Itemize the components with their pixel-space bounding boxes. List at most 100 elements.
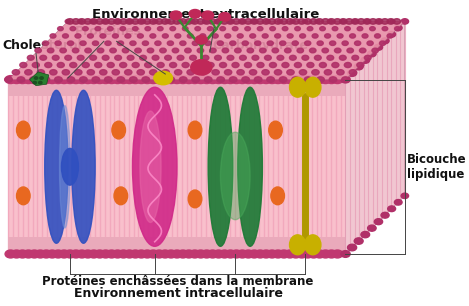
Circle shape bbox=[337, 70, 344, 75]
Circle shape bbox=[237, 76, 248, 84]
Circle shape bbox=[195, 27, 201, 31]
Circle shape bbox=[234, 48, 241, 53]
Circle shape bbox=[225, 70, 232, 75]
Circle shape bbox=[115, 55, 121, 60]
Circle shape bbox=[203, 19, 211, 24]
Circle shape bbox=[355, 41, 361, 46]
Circle shape bbox=[53, 55, 59, 60]
Ellipse shape bbox=[72, 90, 95, 243]
Text: Bicouche
lipidique: Bicouche lipidique bbox=[407, 153, 467, 181]
Circle shape bbox=[94, 250, 105, 258]
Circle shape bbox=[220, 19, 228, 24]
Circle shape bbox=[231, 250, 242, 258]
Circle shape bbox=[266, 76, 278, 84]
Circle shape bbox=[103, 20, 108, 23]
Circle shape bbox=[70, 62, 77, 68]
Circle shape bbox=[112, 250, 123, 258]
Circle shape bbox=[254, 77, 262, 82]
Circle shape bbox=[219, 62, 227, 68]
Circle shape bbox=[65, 250, 76, 258]
Circle shape bbox=[68, 41, 74, 46]
Circle shape bbox=[189, 250, 200, 258]
Circle shape bbox=[259, 48, 266, 53]
Circle shape bbox=[170, 11, 182, 20]
Circle shape bbox=[308, 250, 319, 258]
Circle shape bbox=[154, 250, 165, 258]
Circle shape bbox=[117, 41, 123, 46]
Circle shape bbox=[333, 19, 341, 24]
Circle shape bbox=[272, 48, 279, 53]
Circle shape bbox=[202, 11, 214, 20]
Circle shape bbox=[17, 77, 25, 82]
Circle shape bbox=[190, 20, 195, 23]
Circle shape bbox=[35, 48, 41, 53]
Circle shape bbox=[201, 250, 212, 258]
Circle shape bbox=[177, 55, 184, 60]
Circle shape bbox=[126, 19, 133, 24]
Circle shape bbox=[45, 62, 52, 68]
Circle shape bbox=[225, 250, 236, 258]
Circle shape bbox=[195, 76, 206, 84]
Circle shape bbox=[182, 27, 188, 31]
Circle shape bbox=[375, 34, 380, 38]
Circle shape bbox=[290, 20, 295, 23]
Circle shape bbox=[88, 76, 99, 84]
Circle shape bbox=[314, 76, 325, 84]
Circle shape bbox=[55, 41, 61, 46]
Circle shape bbox=[120, 19, 127, 24]
Circle shape bbox=[53, 76, 64, 84]
Circle shape bbox=[243, 250, 254, 258]
Circle shape bbox=[195, 250, 206, 258]
Circle shape bbox=[207, 62, 214, 68]
Circle shape bbox=[367, 41, 373, 46]
Circle shape bbox=[280, 41, 286, 46]
Circle shape bbox=[390, 20, 395, 23]
Circle shape bbox=[92, 77, 100, 82]
Circle shape bbox=[394, 27, 400, 31]
Circle shape bbox=[225, 76, 236, 84]
Circle shape bbox=[148, 250, 159, 258]
Circle shape bbox=[62, 34, 68, 38]
Circle shape bbox=[340, 20, 345, 23]
Circle shape bbox=[137, 34, 144, 38]
Circle shape bbox=[274, 19, 282, 24]
Circle shape bbox=[54, 77, 62, 82]
Circle shape bbox=[173, 19, 181, 24]
Circle shape bbox=[125, 34, 131, 38]
Circle shape bbox=[372, 48, 378, 53]
Circle shape bbox=[357, 27, 363, 31]
Circle shape bbox=[207, 250, 218, 258]
Circle shape bbox=[332, 250, 343, 258]
Circle shape bbox=[262, 34, 268, 38]
Circle shape bbox=[92, 41, 98, 46]
Ellipse shape bbox=[220, 132, 250, 220]
Circle shape bbox=[262, 70, 269, 75]
Circle shape bbox=[183, 76, 194, 84]
Circle shape bbox=[70, 76, 82, 84]
Circle shape bbox=[66, 19, 74, 24]
Circle shape bbox=[145, 27, 151, 31]
Circle shape bbox=[284, 250, 295, 258]
Circle shape bbox=[303, 20, 308, 23]
Circle shape bbox=[137, 19, 145, 24]
Circle shape bbox=[23, 250, 34, 258]
Circle shape bbox=[222, 48, 228, 53]
Circle shape bbox=[207, 76, 218, 84]
Circle shape bbox=[290, 76, 302, 84]
Circle shape bbox=[381, 212, 389, 218]
Circle shape bbox=[200, 34, 206, 38]
Circle shape bbox=[185, 19, 193, 24]
Circle shape bbox=[332, 62, 339, 68]
Circle shape bbox=[11, 250, 22, 258]
Circle shape bbox=[152, 55, 159, 60]
Circle shape bbox=[237, 34, 243, 38]
Circle shape bbox=[341, 76, 350, 83]
Circle shape bbox=[107, 27, 113, 31]
Circle shape bbox=[227, 20, 233, 23]
Circle shape bbox=[212, 34, 218, 38]
Circle shape bbox=[362, 34, 368, 38]
Circle shape bbox=[312, 70, 319, 75]
Circle shape bbox=[302, 250, 313, 258]
Circle shape bbox=[250, 19, 258, 24]
Circle shape bbox=[265, 55, 271, 60]
